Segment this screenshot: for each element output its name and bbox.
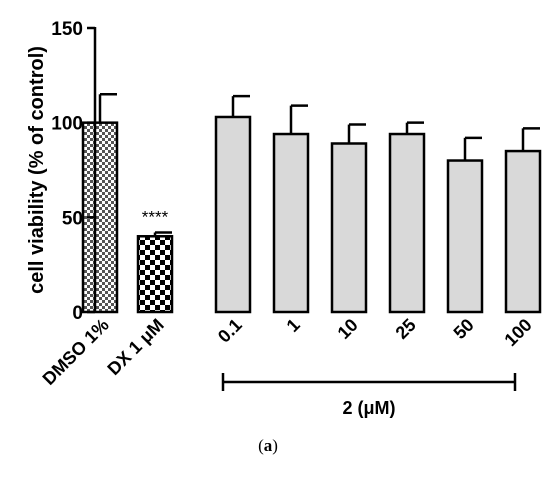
bar-7 [504, 149, 542, 314]
y-tick-label-1: 50 [62, 208, 83, 229]
y-tick-label-0: 0 [72, 303, 83, 324]
y-axis-title: cell viability (% of control) [26, 46, 48, 294]
caption-letter: a [264, 436, 273, 455]
error-bars-layer [98, 93, 540, 237]
y-tick-label-2: 100 [51, 114, 83, 135]
group-label: 2 (μM) [342, 398, 395, 418]
category-labels: DMSO 1%DX 1 μM 0.1 1 10 25 50 100 [39, 315, 536, 389]
category-label-0: DMSO 1% [39, 315, 113, 389]
category-label-2: 0.1 [214, 315, 246, 347]
category-label-1: DX 1 μM [103, 315, 167, 379]
bar-5 [388, 132, 426, 314]
group-bracket: 2 (μM) [221, 373, 517, 418]
caption-open: ( [258, 436, 264, 455]
bar-3 [272, 132, 310, 314]
category-label-7: 100 [500, 315, 535, 350]
category-label-5: 25 [392, 315, 420, 343]
y-tick-label-3: 150 [51, 19, 83, 40]
y-axis: 0 50 100 150 [51, 19, 97, 324]
bar-2 [214, 115, 252, 314]
bar-4 [330, 142, 368, 314]
bar-6 [446, 159, 484, 314]
category-label-4: 10 [334, 315, 362, 343]
caption-close: ) [272, 436, 278, 455]
significance-label-0: **** [142, 207, 169, 226]
figure-caption: (a) [258, 436, 278, 455]
annotations-layer: **** [142, 207, 169, 226]
bar-1 [136, 235, 174, 314]
category-label-6: 50 [450, 315, 478, 343]
category-label-3: 1 [283, 315, 304, 336]
